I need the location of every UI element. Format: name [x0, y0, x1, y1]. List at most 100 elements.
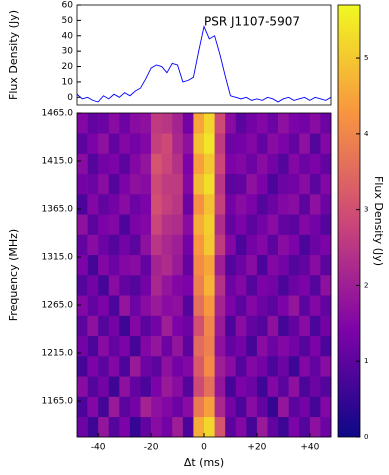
heatmap-cell — [235, 234, 247, 256]
heatmap-cell — [172, 194, 184, 215]
heatmap-cell — [299, 396, 311, 418]
heatmap-cell — [140, 113, 152, 134]
heatmap-cell — [98, 315, 110, 337]
heatmap-cell — [129, 153, 141, 175]
heatmap-cell — [140, 214, 152, 235]
heatmap-cell — [193, 214, 205, 235]
heatmap-cell — [320, 335, 332, 357]
heatmap-cell — [309, 275, 321, 296]
heatmap-cell — [309, 214, 321, 235]
heatmap-cell — [161, 376, 173, 397]
heatmap-cell — [278, 214, 289, 235]
heatmap-cell — [288, 295, 300, 316]
heatmap-cell — [140, 254, 152, 276]
heatmap-cell — [299, 194, 311, 215]
heatmap-cell — [161, 194, 173, 215]
heatmap-cell — [108, 133, 120, 154]
heatmap-cell — [151, 173, 162, 195]
heatmap-cell — [288, 214, 300, 235]
heatmap-cell — [98, 416, 110, 438]
heatmap-cell — [108, 254, 120, 276]
heatmap-cell — [246, 335, 258, 357]
heatmap-cell — [214, 315, 226, 337]
heatmap-cell — [172, 113, 184, 134]
heatmap-cell — [299, 335, 311, 357]
heatmap-cell — [151, 275, 162, 296]
heatmap-cell — [172, 254, 184, 276]
heatmap-cell — [129, 254, 141, 276]
heatmap-cell — [299, 315, 311, 337]
colorbar-tick-label: 3 — [364, 206, 368, 214]
heatmap-cell — [299, 376, 311, 397]
colorbar-tick-label: 4 — [364, 130, 369, 138]
heatmap-cell — [214, 173, 226, 195]
heatmap-cell — [214, 275, 226, 296]
heatmap-cell — [119, 254, 131, 276]
heatmap-cell — [98, 214, 110, 235]
heatmap-cell — [77, 416, 88, 438]
heatmap-cell — [151, 214, 162, 235]
heatmap-cell — [151, 113, 162, 134]
heatmap-cell — [161, 153, 173, 175]
heatmap-cell — [235, 194, 247, 215]
heatmap-cell — [225, 194, 237, 215]
heatmap-cell — [214, 133, 226, 154]
heatmap-cell — [225, 335, 237, 357]
heatmap-cell — [172, 275, 184, 296]
heatmap-cell — [309, 234, 321, 256]
heatmap-cell — [98, 396, 110, 418]
heatmap-cell — [161, 275, 173, 296]
heatmap-cell — [256, 356, 268, 377]
heatmap-cell — [172, 335, 184, 357]
heatmap-cell — [119, 295, 131, 316]
heatmap-cell — [193, 335, 205, 357]
heatmap-cell — [309, 396, 321, 418]
y-tick-label: 1165.0 — [42, 397, 74, 407]
heatmap-cell — [204, 376, 215, 397]
heatmap-cell — [225, 275, 237, 296]
heatmap-cell — [193, 234, 205, 256]
heatmap-cell — [256, 173, 268, 195]
y-tick-label: 10 — [62, 77, 74, 87]
heatmap-cell — [129, 173, 141, 195]
heatmap-cell — [278, 153, 289, 175]
y-tick-label: 1415.0 — [42, 157, 74, 167]
heatmap-cell — [246, 133, 258, 154]
heatmap-cell — [256, 295, 268, 316]
heatmap-cell — [129, 376, 141, 397]
heatmap-cell — [320, 396, 332, 418]
heatmap-cell — [193, 356, 205, 377]
heatmap-cell — [77, 376, 88, 397]
plot-frame — [76, 112, 332, 438]
heatmap-cell — [309, 173, 321, 195]
heatmap-cell — [309, 416, 321, 438]
heatmap-cell — [309, 335, 321, 357]
heatmap-cell — [235, 376, 247, 397]
heatmap-cell — [98, 133, 110, 154]
heatmap-cell — [172, 173, 184, 195]
heatmap-cell — [246, 356, 258, 377]
heatmap-cell — [225, 133, 237, 154]
heatmap-cell — [288, 356, 300, 377]
heatmap-cell — [204, 416, 215, 438]
heatmap-cell — [299, 113, 311, 134]
heatmap-cell — [246, 315, 258, 337]
heatmap-cell — [77, 275, 88, 296]
heatmap-cell — [235, 315, 247, 337]
heatmap-cell — [309, 194, 321, 215]
heatmap-cell — [299, 356, 311, 377]
y-tick-label: 1315.0 — [42, 253, 74, 263]
colorbar-tick-label: 2 — [364, 281, 368, 289]
heatmap-cell — [108, 234, 120, 256]
heatmap-cell — [225, 254, 237, 276]
heatmap-cell — [182, 396, 194, 418]
heatmap-cell — [87, 376, 99, 397]
heatmap-cell — [235, 275, 247, 296]
heatmap-cell — [204, 335, 215, 357]
heatmap-cell — [256, 113, 268, 134]
heatmap-cell — [172, 376, 184, 397]
heatmap-cell — [140, 295, 152, 316]
heatmap-cell — [256, 194, 268, 215]
heatmap-cell — [204, 113, 215, 134]
